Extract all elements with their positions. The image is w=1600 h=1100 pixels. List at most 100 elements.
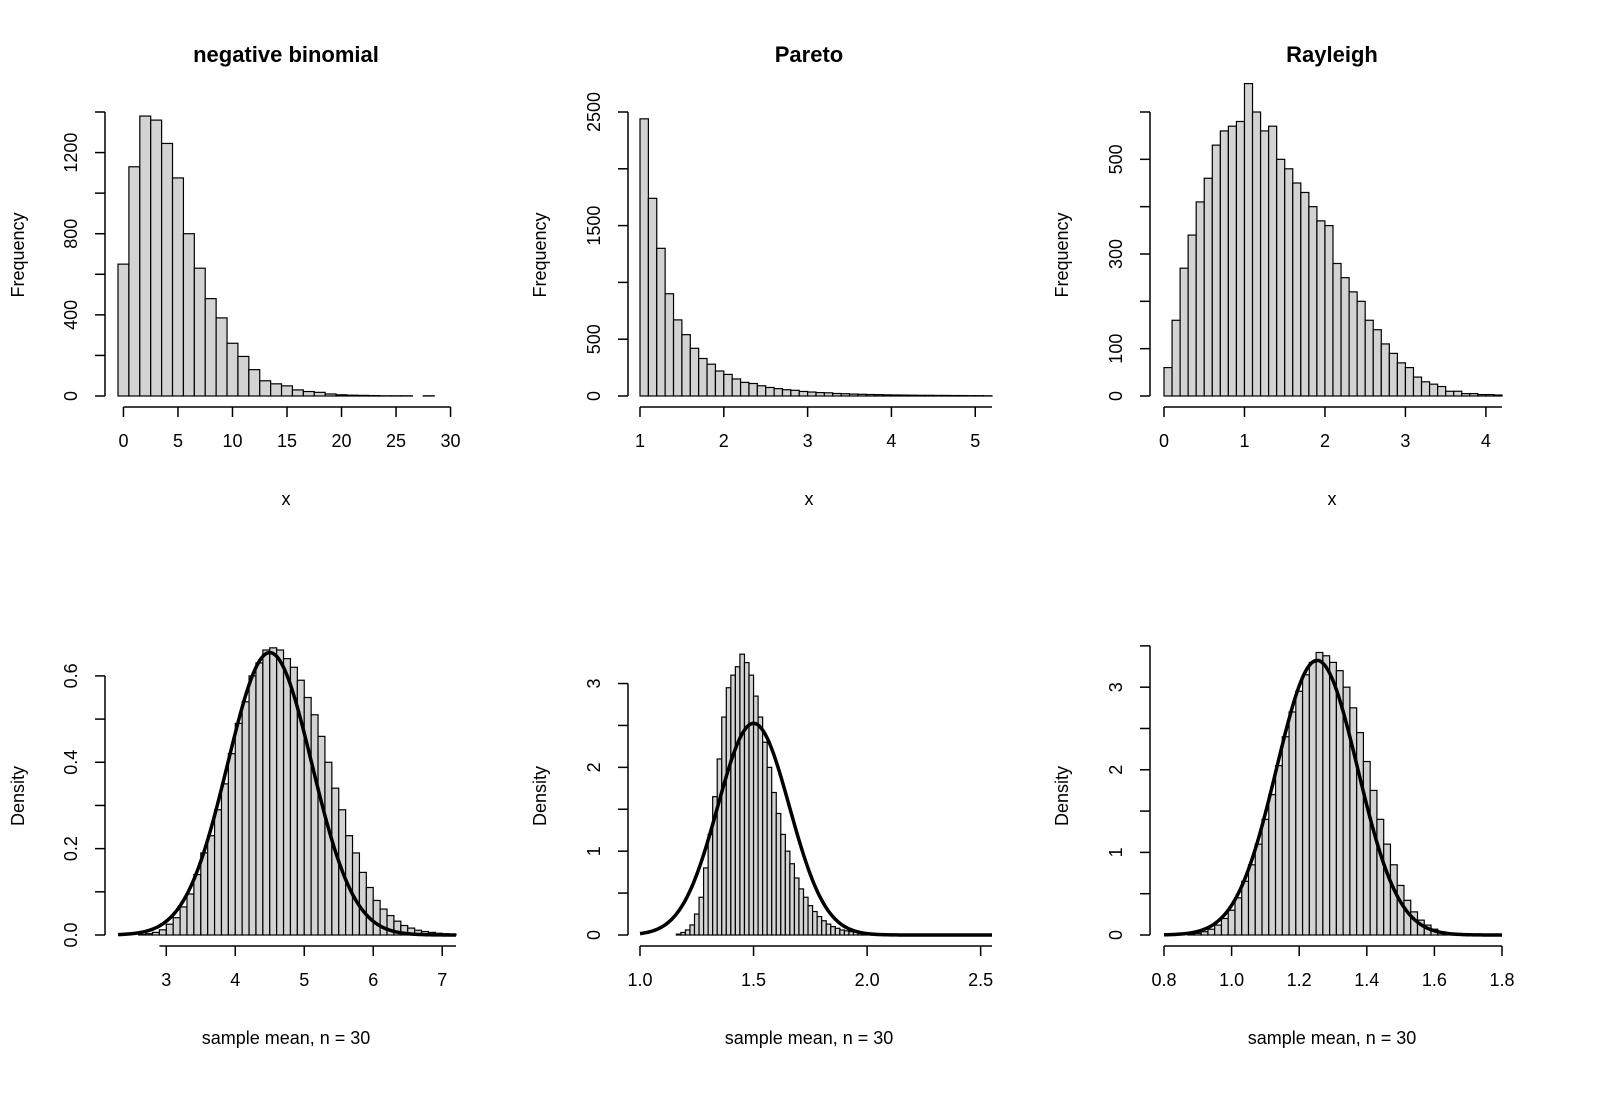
histogram-bar [821,920,827,936]
histogram-bar [346,394,359,397]
y-tick-label: 0 [584,391,604,401]
histogram-bar [647,197,658,397]
histogram-bar [789,863,796,936]
y-tick-label: 2500 [584,92,604,132]
histogram-bar [1203,177,1213,397]
x-tick-label: 2 [1320,431,1330,451]
histogram-bar [117,263,130,397]
panel-pareto-means: sample mean, n = 30 Density 1.0 1.5 2.0 2.5… [530,653,993,1048]
x-tick-label: 1 [635,431,645,451]
histogram-bar [1163,367,1173,397]
histogram-bar [706,363,717,397]
histogram-bar [1284,168,1294,397]
histogram-bar [689,924,696,936]
histogram-bar [723,373,733,397]
y-tick-label: 0 [584,930,604,940]
histogram-bar [1324,225,1334,397]
histogram-bar [843,930,850,936]
histogram-bar [207,835,216,936]
histogram-bar [1380,343,1390,397]
histogram-bar [1362,760,1371,936]
histogram-bar [815,391,825,397]
histogram-bar [193,873,202,936]
histogram-bar [1241,880,1250,936]
x-tick-label: 1.0 [1219,970,1244,990]
x-tick-label: 20 [332,431,352,451]
histogram-bar [1445,390,1455,397]
histogram-bar [1300,191,1310,397]
histogram-bar [128,166,141,397]
histogram-bar [839,929,845,936]
x-tick-label: 6 [368,970,378,990]
y-axis-label: Density [530,766,550,826]
histogram-bar [707,833,714,936]
x-tick-label: 3 [1400,431,1410,451]
histogram-bar [241,701,250,936]
histogram-bar [766,766,773,936]
histogram-bar [179,906,188,936]
histogram-bar [693,913,700,936]
x-tick-label: 0 [1159,431,1169,451]
histogram-bar [165,923,174,936]
histogram-bar [771,791,777,936]
histogram-bar [1461,393,1471,397]
histogram-bar [1322,655,1331,936]
x-tick-label: 2.5 [968,970,993,990]
histogram-bar [1389,864,1398,936]
histogram-bar [716,758,723,936]
histogram-bar [1332,262,1342,397]
histogram-bar [664,293,675,397]
histogram-bar [1388,352,1398,397]
histogram-bar [1254,843,1263,936]
x-axis-label: sample mean, n = 30 [1248,1028,1417,1048]
histogram-bar [1308,206,1318,397]
histogram-bar [874,394,884,397]
x-tick-label: 2.0 [855,970,880,990]
histogram-bar [848,393,859,397]
histogram-bar [1243,82,1254,397]
histogram-bar [1171,319,1181,397]
histogram-bar [335,394,348,397]
x-tick-label: 1 [1239,431,1249,451]
histogram-bar [227,753,236,936]
histogram-bar [1412,376,1423,397]
histogram-bar [358,871,367,936]
histogram-bar [1372,329,1382,397]
histogram-bar [1356,300,1366,397]
histogram-bar [793,877,800,936]
normal-density-curve [117,650,456,937]
panel-negative-binomial: negative binomial x Frequency 0 5 10 15 20 25… [8,42,461,509]
histogram-bar [1348,291,1358,397]
histogram-bar [204,298,217,397]
histogram-bar [317,735,326,936]
histogram-bar [1315,651,1324,936]
histogram-bar [193,267,206,397]
histogram-bar [1485,393,1495,397]
histogram-bar [1316,220,1326,397]
histogram-bar [248,675,257,936]
histogram-bar [811,910,818,936]
histogram-bar [255,662,264,936]
histogram-bar [1493,394,1503,397]
histogram-bar [807,905,814,936]
histogram-bar [282,658,292,936]
x-tick-label: 0 [118,431,128,451]
histogram-bar [1259,130,1270,397]
histogram-bar [807,391,817,397]
histogram-bar [1220,917,1229,936]
histogram-bar [215,317,228,397]
y-axis-label: Density [8,766,28,826]
histogram-bar [639,118,649,397]
histogram-bar [324,393,337,397]
histogram-bar [1219,130,1229,397]
histogram-bar [270,383,283,397]
histogram-bar [276,649,285,936]
histogram-bar [675,933,682,936]
histogram-bar [775,812,782,936]
histogram-bar [714,370,725,397]
histogram-bar [213,809,223,936]
histogram-bar [743,661,750,936]
histogram-bar [1340,277,1350,397]
histogram-bar [834,927,841,936]
histogram-bar [798,888,805,936]
